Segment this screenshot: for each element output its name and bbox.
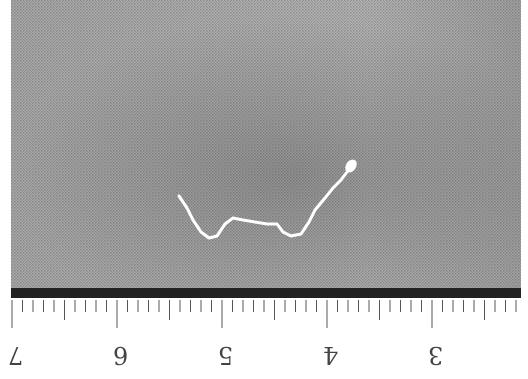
fabric-photo bbox=[11, 0, 521, 292]
ruler-edge bbox=[11, 288, 521, 298]
ruler-label-6: 6 bbox=[113, 341, 129, 369]
fiber-strand bbox=[177, 164, 353, 240]
ruler-label-3: 3 bbox=[428, 341, 444, 369]
ruler bbox=[11, 300, 517, 328]
fabric-edge-shade bbox=[11, 0, 521, 292]
fiber-tip bbox=[345, 159, 357, 173]
ruler-label-5: 5 bbox=[218, 341, 234, 369]
ruler-label-4: 4 bbox=[323, 341, 339, 369]
ruler-label-7: 7 bbox=[8, 341, 24, 369]
ruler-ticks bbox=[11, 300, 517, 328]
